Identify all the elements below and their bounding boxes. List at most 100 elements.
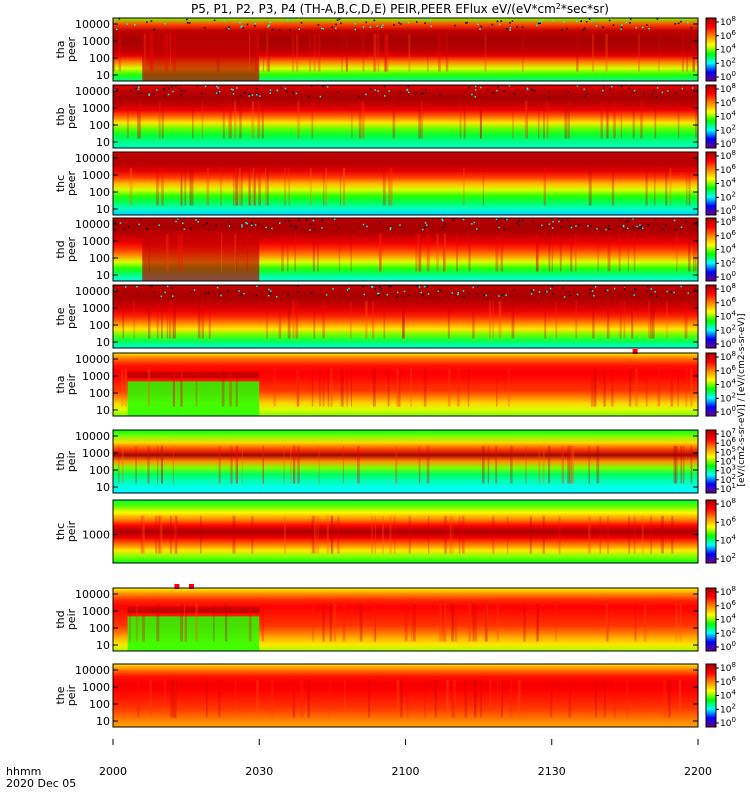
striation	[155, 515, 158, 554]
striation	[147, 368, 151, 407]
speckle-dot	[354, 28, 356, 31]
speckle-dot	[255, 87, 258, 90]
speckle-dot	[403, 290, 406, 293]
striation	[271, 679, 274, 718]
speckle-thd-peer	[113, 218, 697, 231]
striation	[449, 515, 452, 554]
striation	[374, 603, 376, 642]
speckle-dot	[149, 285, 152, 287]
speckle-dot	[443, 223, 446, 225]
speckle-dot	[319, 95, 322, 98]
speckle-dot	[267, 25, 269, 28]
speckle-dot	[217, 87, 220, 89]
speckle-dot	[621, 24, 623, 26]
striation	[138, 100, 141, 139]
speckle-dot	[562, 287, 564, 289]
speckle-dot	[140, 219, 142, 221]
speckle-dot	[683, 18, 685, 21]
striation	[113, 33, 116, 72]
speckle-dot	[218, 91, 221, 93]
speckle-dot	[655, 96, 658, 98]
striation	[564, 100, 568, 139]
striation	[184, 167, 187, 206]
striation	[623, 300, 626, 339]
striation	[343, 167, 345, 206]
striation	[685, 368, 688, 407]
y-tick-label: 1000	[82, 447, 110, 460]
striation	[372, 368, 376, 407]
y-tick-label: 10000	[75, 664, 110, 677]
striation	[122, 300, 124, 339]
striation	[228, 100, 231, 139]
speckle-dot	[406, 89, 408, 91]
speckle-dot	[358, 96, 360, 98]
striation	[492, 300, 494, 339]
panel-label-thd-peir: thdpeir	[54, 608, 78, 630]
striation	[297, 368, 299, 407]
speckle-dot	[472, 286, 474, 289]
speckle-dot	[439, 94, 441, 97]
speckle-dot	[146, 228, 148, 230]
striation	[318, 445, 320, 484]
striation	[197, 300, 201, 339]
speckle-dot	[163, 87, 165, 90]
speckle-dot	[424, 226, 426, 229]
y-tick-label: 1000	[82, 370, 110, 383]
speckle-dot	[680, 226, 683, 228]
striations-tha-peer	[113, 33, 695, 72]
speckle-dot	[498, 23, 501, 26]
striation	[262, 445, 264, 484]
speckle-dot	[153, 222, 156, 225]
striation	[127, 100, 129, 139]
striation	[249, 603, 252, 642]
striation	[371, 515, 373, 554]
striation	[550, 679, 553, 718]
striation	[495, 233, 499, 272]
speckle-dot	[276, 296, 278, 298]
speckle-dot	[587, 225, 589, 227]
speckle-dot	[416, 285, 418, 287]
striation	[297, 100, 300, 139]
striation	[173, 33, 176, 72]
striation	[472, 300, 475, 339]
striation	[472, 603, 475, 642]
speckle-dot	[287, 19, 289, 22]
colorbar-tick-label: 106	[720, 229, 736, 242]
speckle-dot	[255, 294, 258, 297]
striation	[258, 167, 261, 206]
striations-thc-peer	[129, 167, 691, 206]
dropout-region-tha-peir	[127, 381, 260, 416]
colorbar-tick-label: 104	[720, 378, 736, 391]
striation	[456, 233, 459, 272]
striation	[362, 33, 365, 72]
striation	[571, 445, 575, 484]
y-tick-label: 1000	[82, 35, 110, 48]
speckle-dot	[541, 224, 543, 227]
striation	[379, 233, 382, 272]
speckle-dot	[270, 290, 272, 292]
striation	[341, 33, 343, 72]
striation	[173, 300, 176, 339]
striation	[443, 233, 445, 272]
speckle-dot	[640, 225, 643, 228]
striation	[551, 233, 553, 272]
speckle-dot	[378, 286, 381, 288]
speckle-dot	[348, 287, 350, 290]
speckle-dot	[540, 21, 542, 23]
peak-band-thd-peir	[127, 606, 260, 614]
striation	[297, 445, 300, 484]
striation	[605, 33, 608, 72]
striation	[681, 33, 684, 72]
striation	[413, 603, 416, 642]
striation	[546, 100, 549, 139]
striation	[189, 167, 192, 206]
speckle-dot	[116, 88, 118, 91]
striation	[607, 233, 611, 272]
speckle-dot	[509, 27, 512, 29]
striation	[693, 233, 695, 272]
striation	[170, 679, 172, 718]
speckle-dot	[265, 226, 267, 229]
speckle-dot	[416, 21, 418, 23]
